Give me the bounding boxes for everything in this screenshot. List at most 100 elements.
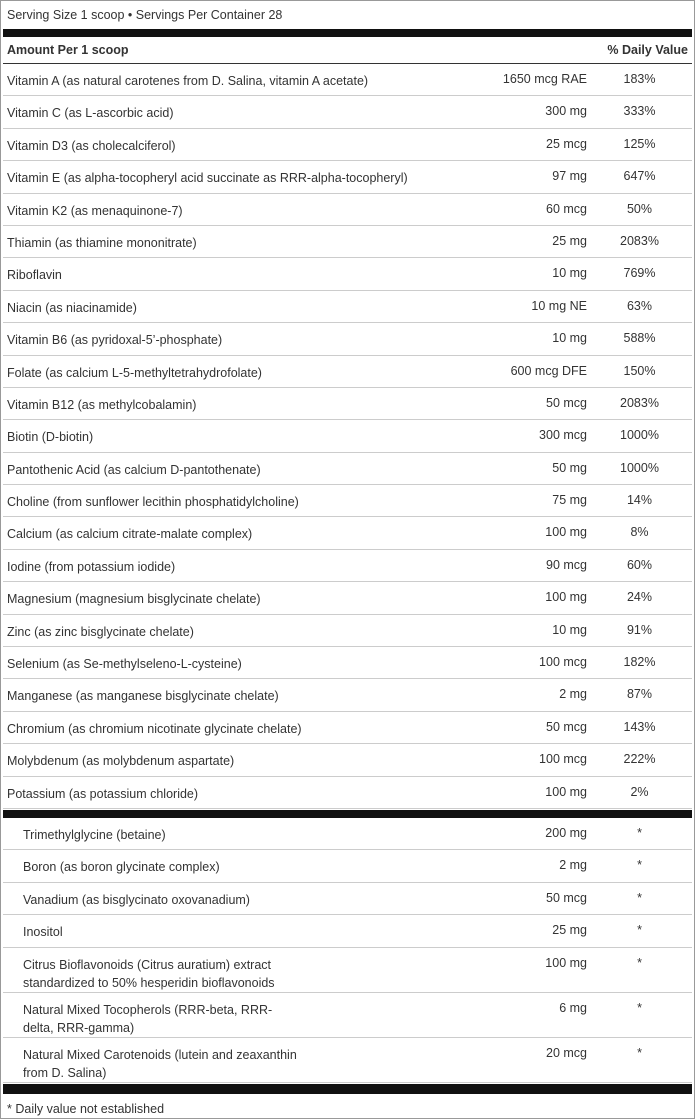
nutrient-row: Natural Mixed Carotenoids (lutein and ze… (3, 1038, 692, 1083)
daily-value: * (637, 825, 642, 840)
nutrient-row: Vitamin E (as alpha-tocopheryl acid succ… (3, 161, 692, 194)
amount: 2 mg (559, 687, 587, 702)
thick-rule (3, 1083, 692, 1094)
nutrient-name: Vitamin D3 (as cholecalciferol) (7, 138, 176, 153)
nutrient-name: Chromium (as chromium nicotinate glycina… (7, 721, 302, 736)
nutrient-row: Boron (as boron glycinate complex) 2 mg * (3, 850, 692, 883)
thick-rule (3, 29, 692, 37)
daily-value: 2083% (620, 395, 659, 410)
daily-value: 14% (626, 493, 653, 508)
header-row: Amount Per 1 scoop % Daily Value (3, 37, 692, 64)
daily-value: * (637, 923, 642, 938)
nutrient-row: Choline (from sunflower lecithin phospha… (3, 485, 692, 518)
nutrient-row: Vitamin B6 (as pyridoxal-5’-phosphate) 10… (3, 323, 692, 356)
nutrient-name: Riboflavin (7, 268, 62, 283)
daily-value: 1000% (620, 428, 659, 443)
nutrient-row: Natural Mixed Tocopherols (RRR-beta, RRR… (3, 993, 692, 1038)
daily-value: 60% (626, 557, 653, 572)
daily-value: 183% (623, 72, 656, 86)
daily-value: 588% (623, 331, 656, 346)
nutrient-name: Citrus Bioflavonoids (Citrus auratium) e… (23, 957, 275, 990)
nutrient-name: Zinc (as zinc bisglycinate chelate) (7, 624, 194, 639)
daily-value: 91% (626, 622, 653, 637)
amount: 10 mg NE (531, 298, 587, 313)
amount: 2 mg (559, 858, 587, 873)
amount: 600 mcg DFE (510, 363, 587, 378)
nutrient-name: Iodine (from potassium iodide) (7, 559, 176, 574)
daily-value: 8% (630, 525, 649, 540)
amount: 100 mg (545, 955, 587, 970)
amount: 97 mg (552, 169, 587, 184)
footnote: * Daily value not established (7, 1101, 165, 1116)
nutrient-name: Niacin (as niacinamide) (7, 300, 137, 315)
daily-value: * (637, 858, 642, 873)
amount: 100 mcg (539, 655, 587, 670)
nutrient-row: Molybdenum (as molybdenum aspartate) 100 … (3, 744, 692, 777)
amount: 60 mcg (546, 201, 587, 216)
nutrient-row: Iodine (from potassium iodide) 90 mcg 60% (3, 550, 692, 583)
daily-value: 222% (623, 752, 656, 767)
nutrient-name: Trimethylglycine (betaine) (23, 827, 166, 842)
nutrient-name: Folate (as calcium L-5-methyltetrahydrof… (7, 365, 262, 380)
daily-value: 769% (623, 266, 656, 281)
nutrient-row: Magnesium (magnesium bisglycinate chelat… (3, 582, 692, 615)
daily-value: 2083% (620, 233, 659, 248)
nutrient-name: Natural Mixed Tocopherols (RRR-beta, RRR… (23, 1002, 273, 1035)
nutrient-row: Thiamin (as thiamine mononitrate) 25 mg 20… (3, 226, 692, 259)
daily-value: * (637, 890, 642, 905)
amount: 1650 mcg RAE (502, 72, 587, 86)
daily-value: 87% (626, 687, 653, 702)
nutrient-row: Vanadium (as bisglycinato oxovanadium) 50… (3, 883, 692, 916)
daily-value: * (637, 955, 642, 970)
nutrient-name: Pantothenic Acid (as calcium D-pantothen… (7, 462, 261, 477)
amount: 25 mcg (546, 136, 587, 151)
nutrient-name: Vitamin B6 (as pyridoxal-5’-phosphate) (7, 333, 223, 348)
amount: 50 mcg (546, 395, 587, 410)
nutrient-row: Vitamin A (as natural carotenes from D. … (3, 64, 692, 97)
nutrient-name: Vitamin B12 (as methylcobalamin) (7, 397, 197, 412)
nutrient-name: Thiamin (as thiamine mononitrate) (7, 235, 197, 250)
nutrient-name: Selenium (as Se-methylseleno-L-cysteine) (7, 657, 242, 672)
amount: 100 mg (545, 525, 587, 540)
nutrient-row: Niacin (as niacinamide) 10 mg NE 63% (3, 291, 692, 324)
daily-value: * (637, 1000, 642, 1015)
daily-value: 125% (623, 136, 656, 151)
dv-label: % Daily Value (607, 43, 688, 57)
amount: 90 mcg (546, 557, 587, 572)
nutrient-name: Vanadium (as bisglycinato oxovanadium) (23, 892, 250, 907)
other-list: Trimethylglycine (betaine) 200 mg * Boron (… (1, 818, 694, 1083)
nutrient-row: Folate (as calcium L-5-methyltetrahydrof… (3, 356, 692, 388)
nutrient-row: Trimethylglycine (betaine) 200 mg * (3, 818, 692, 851)
nutrient-row: Riboflavin 10 mg 769% (3, 258, 692, 291)
nutrient-row: Citrus Bioflavonoids (Citrus auratium) e… (3, 948, 692, 993)
daily-value: 2% (630, 784, 649, 799)
nutrient-row: Vitamin K2 (as menaquinone-7) 60 mcg 50% (3, 194, 692, 226)
nutrient-row: Biotin (D-biotin) 300 mcg 1000% (3, 420, 692, 453)
amount: 100 mcg (539, 752, 587, 767)
nutrient-row: Selenium (as Se-methylseleno-L-cysteine)… (3, 647, 692, 680)
amount: 25 mg (552, 233, 587, 248)
amount: 300 mg (545, 104, 587, 119)
amount: 20 mcg (546, 1045, 587, 1060)
daily-value: 63% (626, 298, 653, 313)
amount: 10 mg (552, 331, 587, 346)
nutrient-name: Inositol (23, 925, 63, 940)
nutrient-name: Natural Mixed Carotenoids (lutein and ze… (23, 1047, 297, 1080)
nutrient-name: Biotin (D-biotin) (7, 430, 94, 445)
nutrient-name: Vitamin A (as natural carotenes from D. … (7, 74, 369, 88)
nutrient-name: Vitamin C (as L-ascorbic acid) (7, 106, 174, 121)
nutrient-name: Choline (from sunflower lecithin phospha… (7, 495, 299, 510)
daily-value: 150% (623, 363, 656, 378)
nutrient-row: Inositol 25 mg * (3, 915, 692, 948)
daily-value: * (637, 1045, 642, 1060)
daily-value: 1000% (620, 460, 659, 475)
nutrient-row: Vitamin D3 (as cholecalciferol) 25 mcg 125… (3, 129, 692, 162)
nutrient-name: Molybdenum (as molybdenum aspartate) (7, 754, 235, 769)
daily-value: 24% (626, 590, 653, 605)
nutrient-row: Pantothenic Acid (as calcium D-pantothen… (3, 453, 692, 486)
nutrient-row: Vitamin C (as L-ascorbic acid) 300 mg 333% (3, 96, 692, 129)
nutrient-row: Vitamin B12 (as methylcobalamin) 50 mcg 20… (3, 388, 692, 421)
nutrient-row: Chromium (as chromium nicotinate glycina… (3, 712, 692, 745)
nutrient-name: Calcium (as calcium citrate-malate compl… (7, 527, 253, 542)
